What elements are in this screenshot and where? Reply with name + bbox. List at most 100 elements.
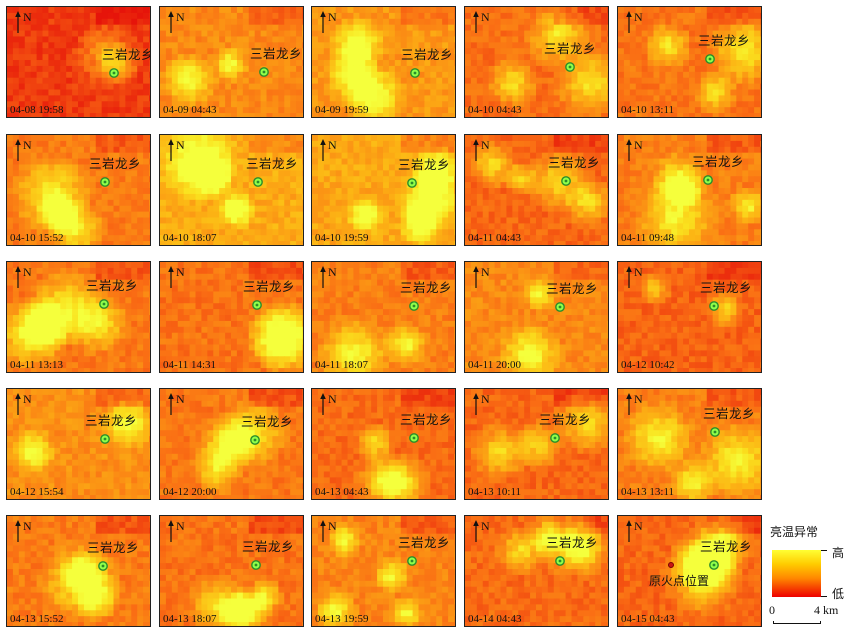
town-label: 三岩龙乡 [400,412,453,427]
north-label: N [634,10,643,24]
north-label: N [328,138,337,152]
north-arrow-icon: N [165,392,185,416]
town-location-marker-icon [250,430,260,445]
brightness-temperature-raster [618,7,761,117]
map-panel: N 三岩龙乡 04-11 04:43 [464,134,609,246]
legend-color-ramp [772,550,821,597]
north-label: N [328,392,337,406]
town-location-marker-icon [703,170,713,185]
legend-title: 亮温异常 [770,525,819,539]
town-location-marker-icon [555,551,565,566]
brightness-temperature-raster [618,262,761,372]
town-label: 三岩龙乡 [703,406,756,421]
brightness-temperature-raster [312,135,455,245]
brightness-temperature-raster [465,7,608,117]
timestamp-label: 04-12 10:42 [621,359,675,371]
fire-origin-point [668,562,674,568]
north-label: N [481,392,490,406]
legend-low-label: 低 [832,587,845,601]
map-panel: N 三岩龙乡 原火点位置 04-15 04:43 [617,515,762,627]
north-arrow-icon: N [317,10,337,34]
town-label: 三岩龙乡 [700,280,753,295]
town-label: 三岩龙乡 [692,154,745,169]
brightness-temperature-raster [7,135,150,245]
north-arrow-icon: N [623,392,643,416]
brightness-temperature-raster [160,389,303,499]
brightness-temperature-raster [7,7,150,117]
north-label: N [328,10,337,24]
town-location-marker-icon [98,556,108,571]
brightness-temperature-raster [465,262,608,372]
town-label: 三岩龙乡 [85,413,138,428]
north-arrow-icon: N [165,10,185,34]
town-label: 三岩龙乡 [546,281,599,296]
map-panel: N 三岩龙乡 04-10 13:11 [617,6,762,118]
north-arrow-icon: N [623,10,643,34]
north-arrow-icon: N [317,519,337,543]
north-label: N [634,265,643,279]
timestamp-label: 04-11 18:07 [315,359,369,371]
brightness-temperature-raster [465,516,608,626]
map-panel: N 三岩龙乡 04-08 19:58 [6,6,151,118]
north-arrow-icon: N [470,10,490,34]
timestamp-label: 04-13 04:43 [315,486,369,498]
north-arrow-icon: N [165,519,185,543]
brightness-temperature-raster [7,389,150,499]
timestamp-label: 04-11 13:13 [10,359,64,371]
town-label: 三岩龙乡 [539,412,592,427]
north-label: N [23,392,32,406]
north-label: N [481,10,490,24]
fire-origin-label: 原火点位置 [649,574,710,588]
north-label: N [23,265,32,279]
town-label: 三岩龙乡 [700,539,753,554]
north-arrow-icon: N [470,519,490,543]
town-location-marker-icon [253,172,263,187]
town-label: 三岩龙乡 [398,535,451,550]
north-label: N [634,138,643,152]
town-label: 三岩龙乡 [87,540,140,555]
map-panel: N 三岩龙乡 04-13 19:59 [311,515,456,627]
timestamp-label: 04-10 15:52 [10,232,64,244]
map-panel: N 三岩龙乡 04-09 04:43 [159,6,304,118]
town-location-marker-icon [407,173,417,188]
north-arrow-icon: N [317,392,337,416]
map-panel: N 三岩龙乡 04-11 13:13 [6,261,151,373]
brightness-temperature-raster [160,7,303,117]
map-panel: N 三岩龙乡 04-09 19:59 [311,6,456,118]
brightness-temperature-raster [618,389,761,499]
north-arrow-icon: N [470,392,490,416]
town-location-marker-icon [407,551,417,566]
north-label: N [481,265,490,279]
brightness-temperature-raster [160,135,303,245]
north-label: N [634,519,643,533]
brightness-temperature-raster [7,262,150,372]
brightness-temperature-raster [160,516,303,626]
timestamp-label: 04-11 20:00 [468,359,522,371]
timestamp-label: 04-14 04:43 [468,613,522,625]
town-label: 三岩龙乡 [401,47,454,62]
town-location-marker-icon [705,49,715,64]
north-arrow-icon: N [317,265,337,289]
town-label: 三岩龙乡 [250,46,303,61]
timestamp-label: 04-10 18:07 [163,232,217,244]
town-label: 三岩龙乡 [246,156,299,171]
town-location-marker-icon [565,57,575,72]
brightness-temperature-raster [312,389,455,499]
map-panel: N 三岩龙乡 04-11 14:31 [159,261,304,373]
legend-tick-high [821,550,827,551]
brightness-temperature-raster [465,135,608,245]
timestamp-label: 04-13 18:07 [163,613,217,625]
north-label: N [328,519,337,533]
town-location-marker-icon [109,63,119,78]
timestamp-label: 04-11 14:31 [163,359,217,371]
map-panel: N 三岩龙乡 04-12 10:42 [617,261,762,373]
town-location-marker-icon [252,295,262,310]
map-panel: N 三岩龙乡 04-12 20:00 [159,388,304,500]
town-label: 三岩龙乡 [400,280,453,295]
brightness-temperature-raster [312,7,455,117]
north-arrow-icon: N [623,265,643,289]
town-label: 三岩龙乡 [241,414,294,429]
town-label: 三岩龙乡 [89,156,142,171]
north-arrow-icon: N [165,265,185,289]
north-label: N [176,392,185,406]
